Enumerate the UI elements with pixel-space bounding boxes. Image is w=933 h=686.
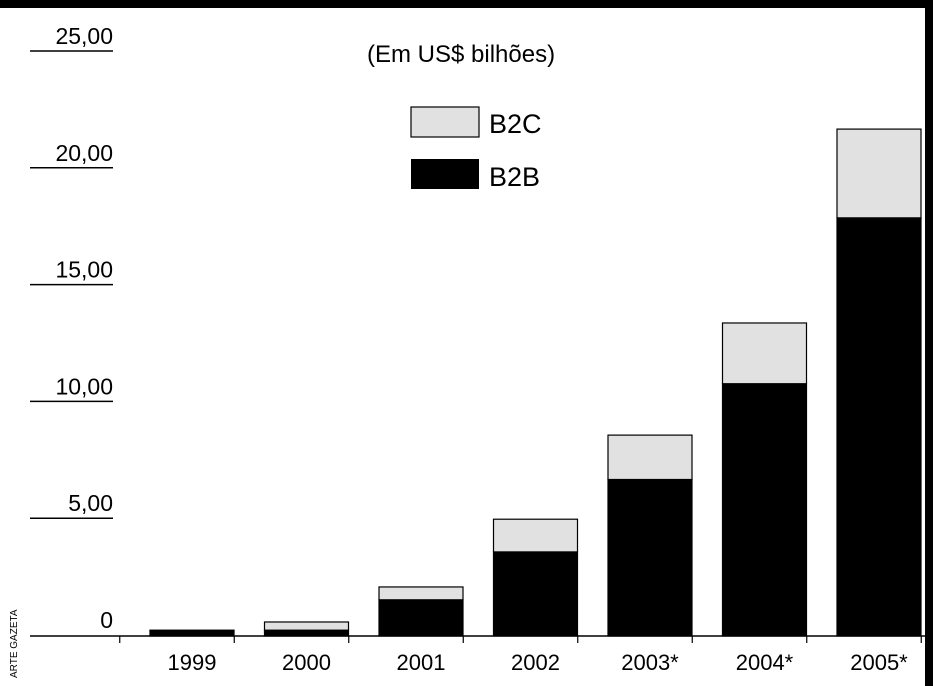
x-category-label: 2000	[282, 650, 331, 675]
credit-text: ARTE GAZETA	[9, 609, 20, 678]
legend-swatch-b2c	[410, 106, 480, 138]
x-category-label: 2005*	[850, 650, 908, 675]
x-category-label: 2002	[511, 650, 560, 675]
bar-b2b-1999	[149, 630, 235, 637]
bar-b2c-2002	[492, 518, 579, 553]
legend-swatch-b2b	[411, 159, 479, 189]
y-tick-label: 20,00	[55, 140, 113, 166]
bar-b2c-2001	[378, 586, 464, 601]
x-category-label: 1999	[168, 650, 217, 675]
x-category-label: 2001	[397, 650, 446, 675]
bar-b2b-2002	[492, 551, 579, 637]
frame-top-border	[0, 0, 933, 8]
legend-label-b2c: B2C	[489, 109, 542, 139]
x-category-label: 2003*	[621, 650, 679, 675]
bar-b2c-1999	[149, 629, 235, 632]
y-tick-label: 25,00	[55, 23, 113, 49]
x-category-label: 2004*	[736, 650, 794, 675]
chart-subtitle: (Em US$ bilhões)	[367, 41, 555, 68]
y-tick-label: 0	[100, 607, 113, 633]
bar-b2c-2004	[721, 322, 808, 385]
frame-right-border	[925, 0, 933, 686]
y-tick-label: 15,00	[55, 257, 113, 283]
bar-b2b-2005	[836, 217, 922, 637]
bar-b2b-2004	[721, 383, 808, 637]
y-tick-label: 5,00	[68, 490, 113, 516]
bar-b2c-2003	[607, 434, 693, 481]
bar-b2c-2000	[263, 621, 350, 631]
bar-b2b-2001	[378, 599, 464, 637]
bar-b2c-2005	[836, 128, 922, 219]
y-tick-label: 10,00	[55, 373, 113, 399]
legend-label-b2b: B2B	[489, 162, 540, 192]
bar-b2b-2003	[607, 478, 693, 637]
bar-b2b-2000	[263, 629, 350, 637]
